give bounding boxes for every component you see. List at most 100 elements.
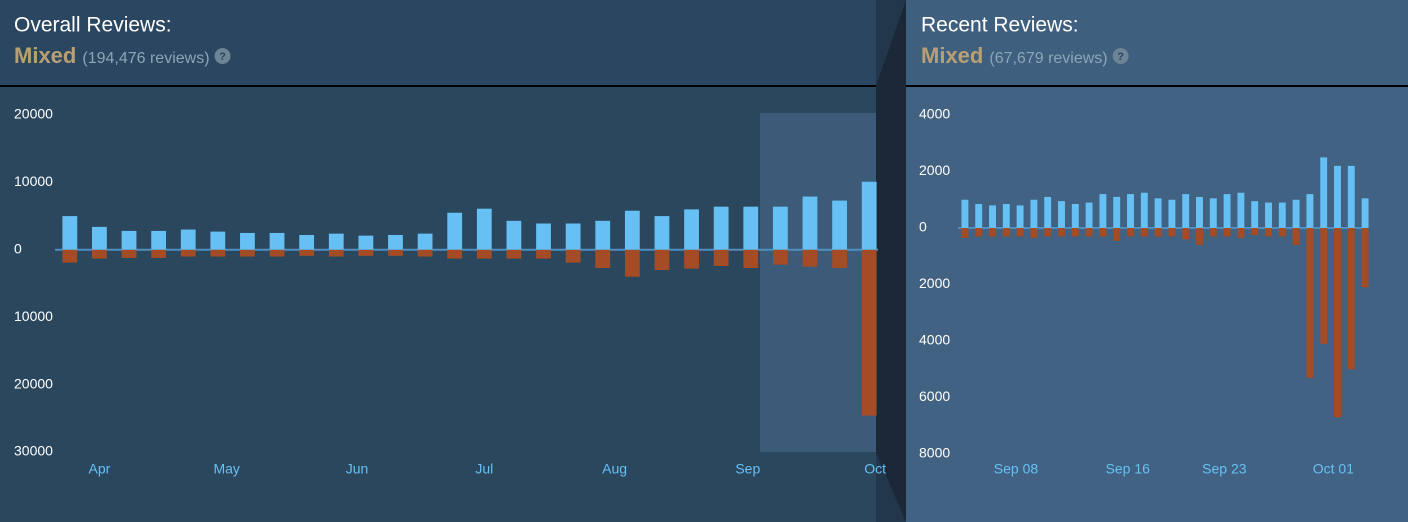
bar: [358, 235, 374, 250]
bar: [388, 249, 403, 256]
zoom-connector: [876, 0, 906, 522]
bar: [1044, 228, 1052, 237]
help-icon-mark: ?: [1117, 51, 1124, 63]
bar: [536, 249, 551, 259]
panel-title: Recent Reviews:: [921, 14, 1079, 37]
bar: [1099, 228, 1107, 237]
bar: [506, 220, 522, 250]
bar: [1071, 203, 1079, 228]
bar: [1113, 228, 1121, 241]
bar: [654, 249, 670, 271]
bar: [92, 226, 107, 250]
bar: [1306, 228, 1314, 378]
bar: [121, 249, 137, 258]
x-tick-label: Sep 23: [1202, 461, 1247, 477]
bar: [240, 249, 255, 257]
bar: [417, 233, 433, 250]
bar: [1058, 201, 1065, 228]
bar: [1334, 165, 1341, 228]
bar: [595, 249, 611, 268]
bar: [1209, 228, 1217, 237]
bar: [989, 228, 996, 237]
bar: [358, 249, 374, 256]
bar: [1140, 192, 1148, 228]
bar: [713, 249, 729, 266]
bar: [180, 229, 196, 250]
y-tick-label: 2000: [919, 162, 950, 178]
bar: [802, 249, 818, 267]
bar: [975, 203, 983, 228]
bar: [1347, 165, 1355, 228]
bar: [180, 249, 196, 257]
x-tick-label: Sep: [735, 461, 760, 477]
bar: [1002, 203, 1010, 228]
bar: [861, 249, 877, 416]
bar: [1237, 228, 1245, 238]
bar: [1030, 199, 1038, 228]
bar: [1306, 194, 1314, 228]
bar: [1196, 196, 1203, 228]
bar: [417, 249, 433, 257]
bar: [684, 209, 699, 250]
bar: [1292, 228, 1300, 245]
review-count: (194,476 reviews): [82, 50, 209, 67]
bar: [447, 249, 463, 259]
bar: [1154, 228, 1162, 237]
bar: [624, 249, 640, 277]
review-count: (67,679 reviews): [989, 50, 1107, 67]
bar: [1320, 157, 1328, 228]
recent-range-highlight: [760, 113, 876, 452]
bar: [832, 200, 847, 250]
bar: [476, 249, 492, 259]
recent-header: [906, 0, 1408, 85]
bar: [743, 249, 759, 268]
bar: [832, 249, 847, 268]
bar: [1071, 228, 1079, 237]
bar: [121, 230, 137, 250]
bar: [1278, 228, 1286, 237]
bar: [624, 210, 640, 250]
bar: [1127, 194, 1134, 228]
bar: [1251, 228, 1259, 236]
x-tick-label: Sep 16: [1106, 461, 1151, 477]
bar: [299, 249, 315, 256]
y-tick-label: 4000: [919, 106, 950, 122]
x-tick-label: Aug: [602, 461, 627, 477]
bar: [989, 205, 996, 228]
bar: [975, 228, 983, 237]
bar: [1182, 194, 1190, 228]
bar: [269, 249, 285, 257]
bar: [299, 234, 315, 250]
bar: [476, 208, 492, 250]
help-icon: [214, 48, 231, 64]
bar: [1002, 228, 1010, 237]
y-tick-label: 0: [919, 219, 927, 235]
overall-header: [0, 0, 876, 85]
y-tick-label: 6000: [919, 388, 950, 404]
bar: [1085, 228, 1093, 237]
bar: [210, 249, 226, 257]
bar: [772, 249, 788, 265]
bar: [62, 249, 78, 263]
bar: [210, 231, 226, 250]
bar: [1334, 228, 1341, 418]
bar: [1058, 228, 1065, 237]
bar: [1182, 228, 1190, 240]
y-tick-label: 0: [14, 241, 22, 257]
bar: [151, 230, 167, 250]
bar: [1320, 228, 1328, 344]
x-tick-label: Sep 08: [994, 461, 1039, 477]
bar: [536, 223, 551, 250]
bar: [328, 249, 344, 257]
y-tick-label: 8000: [919, 445, 950, 461]
y-tick-label: 10000: [14, 173, 53, 189]
bar: [743, 206, 759, 250]
bar: [1278, 202, 1286, 228]
x-tick-label: Oct: [864, 461, 886, 477]
bar: [388, 234, 403, 250]
y-tick-label: 30000: [14, 443, 53, 459]
bar: [328, 233, 344, 250]
bar: [1237, 192, 1245, 228]
x-tick-label: Apr: [89, 461, 111, 477]
